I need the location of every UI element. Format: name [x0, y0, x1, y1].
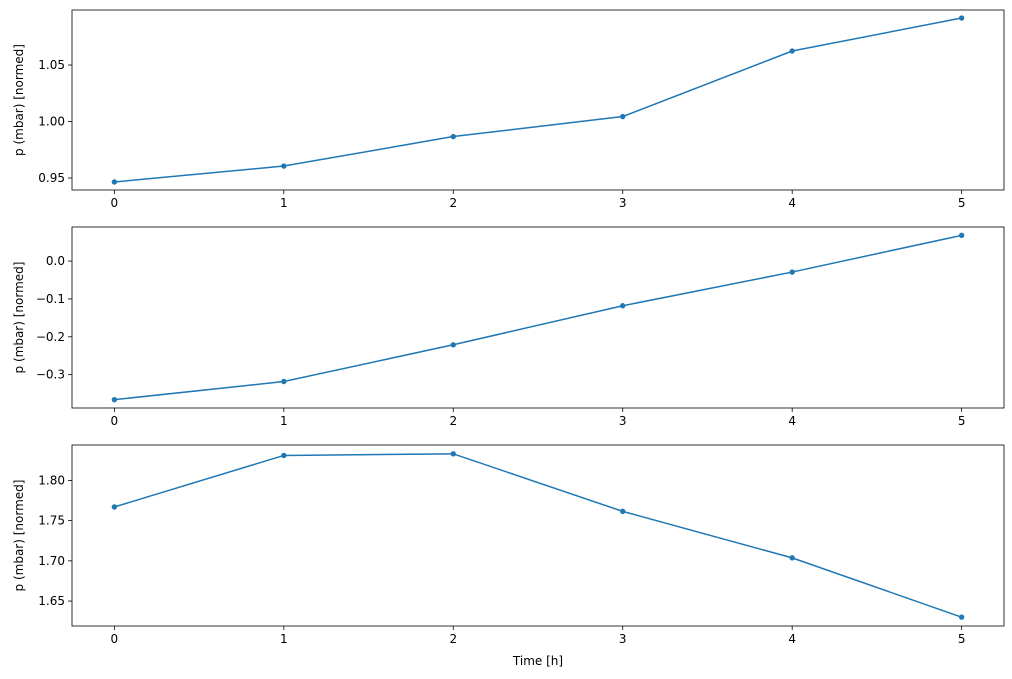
y-axis-label: p (mbar) [normed]: [12, 262, 26, 374]
data-point: [958, 614, 965, 620]
x-tick-label: 0: [111, 632, 119, 646]
data-point: [111, 179, 118, 185]
y-tick-label: 1.65: [38, 594, 65, 608]
x-tick-label: 0: [111, 414, 119, 428]
data-point: [450, 133, 456, 140]
data-point: [111, 396, 118, 403]
data-point: [450, 342, 456, 348]
x-tick-label: 1: [280, 632, 288, 646]
x-tick-label: 2: [449, 632, 457, 646]
x-tick-label: 4: [788, 414, 796, 428]
subplot-1: 0 1 2 3 4 5 0.95 1.00 1.05 p (mbar) [normed]: [12, 9, 1005, 210]
data-point: [789, 48, 795, 54]
axes-frame: [71, 444, 1005, 627]
x-tick-label: 2: [449, 414, 457, 428]
x-tick-label: 4: [788, 196, 796, 210]
data-point: [958, 232, 965, 239]
x-tick-label: 5: [958, 414, 966, 428]
x-tick-label: 1: [280, 414, 288, 428]
subplot-2: 0 1 2 3 4 5 −0.3 −0.2 −0.1 0.0 p (mbar) [normed]: [12, 226, 1005, 428]
data-point: [958, 15, 965, 21]
x-axis-label: Time [h]: [512, 654, 563, 668]
x-tick-label: 0: [111, 196, 119, 210]
x-tick-label: 5: [958, 196, 966, 210]
series-line: [114, 17, 962, 183]
y-tick-label: 1.80: [38, 473, 65, 487]
y-tick-label: −0.3: [36, 368, 65, 382]
x-tick-label: 3: [619, 632, 627, 646]
x-tick-label: 5: [958, 632, 966, 646]
axes-frame: [71, 9, 1005, 191]
data-point: [620, 113, 626, 120]
y-tick-label: 1.05: [38, 58, 65, 72]
axes-frame: [71, 226, 1005, 409]
data-point: [281, 378, 287, 385]
series-line: [114, 453, 962, 618]
subplot-3: 0 1 2 3 4 5 1.65 1.70 1.75 1.80 p (mbar) [normed] T…: [12, 444, 1005, 668]
x-tick-label: 3: [619, 196, 627, 210]
y-tick-label: 0.95: [38, 171, 65, 185]
y-tick-label: 1.00: [38, 115, 65, 129]
y-axis-label: p (mbar) [normed]: [12, 480, 26, 592]
data-point: [789, 555, 795, 561]
x-tick-label: 2: [449, 196, 457, 210]
x-tick-label: 1: [280, 196, 288, 210]
data-point: [789, 269, 795, 275]
x-tick-label: 3: [619, 414, 627, 428]
data-point: [620, 508, 626, 515]
y-tick-label: 1.75: [38, 514, 65, 528]
y-axis-label: p (mbar) [normed]: [12, 44, 26, 156]
data-point: [111, 504, 118, 510]
y-tick-label: −0.1: [36, 292, 65, 306]
y-tick-label: 1.70: [38, 554, 65, 568]
data-point: [450, 451, 456, 457]
series-line: [114, 234, 962, 401]
data-point: [281, 163, 287, 169]
data-point: [281, 452, 287, 459]
y-tick-label: 0.0: [46, 254, 65, 268]
y-tick-label: −0.2: [36, 330, 65, 344]
data-point: [620, 303, 626, 309]
x-tick-label: 4: [788, 632, 796, 646]
